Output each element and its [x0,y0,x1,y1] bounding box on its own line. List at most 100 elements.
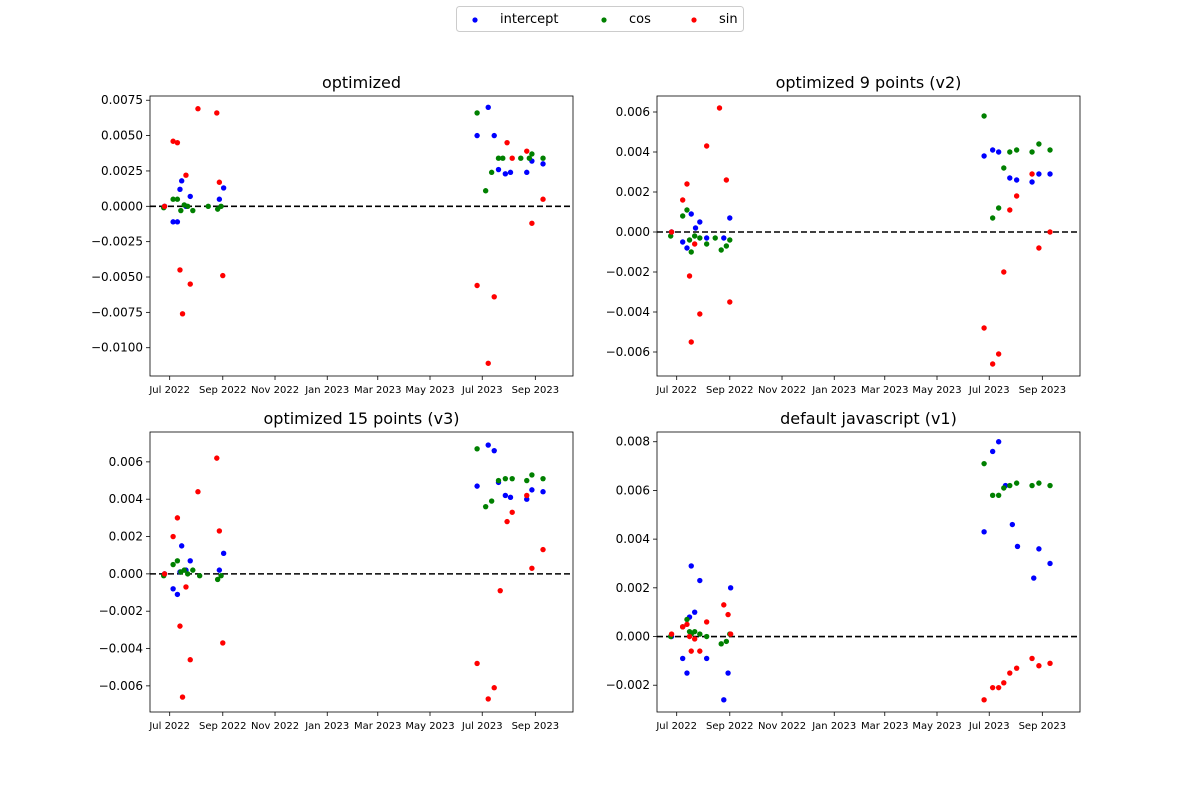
cos-point [686,237,693,243]
intercept-point [1013,177,1020,183]
intercept-point [178,543,185,549]
sin-point [170,138,176,144]
cos-point [995,205,1002,211]
x-tick-label: May 2023 [405,385,454,396]
x-tick-label: Jan 2023 [811,721,856,732]
sin-point [491,685,497,691]
intercept-point [502,171,509,177]
intercept-point [502,492,509,499]
intercept-point [692,225,699,231]
intercept-point [989,147,996,153]
intercept-point [495,166,502,173]
cos-point [1013,147,1020,153]
subplot-title: optimized 15 points (v3) [264,409,460,428]
cos-point [723,243,730,249]
sin-point [1013,665,1020,671]
sin-point [684,621,690,628]
x-tick-label: Jul 2022 [148,721,190,732]
y-tick-label: 0.002 [109,530,143,544]
x-tick-label: Jul 2023 [968,385,1010,396]
sin-point [989,361,996,367]
y-tick-label: −0.004 [99,642,143,656]
intercept-point [177,186,183,193]
sin-point [485,360,491,366]
cos-point [474,110,480,116]
intercept-point [491,132,497,139]
x-tick-label: Jul 2023 [461,721,503,732]
cos-point [495,477,502,484]
subplot-1: optimized −0.0100 −0.0075 −0.0050 −0.0025 0.0… [91,73,574,396]
cos-point [474,446,480,452]
sin-point [679,624,686,630]
sin-point [725,611,731,618]
sin-point [504,518,510,525]
cos-point [214,576,221,583]
cos-point [723,638,730,645]
intercept-point [697,577,703,584]
cos-point [178,207,184,214]
intercept-point [679,239,686,245]
legend: intercept cos sin [456,6,744,32]
cos-point [488,169,495,176]
x-tick-label: Sep 2023 [512,721,559,732]
intercept-point [507,169,514,176]
sin-point [174,139,181,146]
cos-point [184,203,191,209]
intercept-point [187,193,193,200]
y-tick-label: 0.0000 [101,199,143,213]
sin-point [697,648,703,654]
y-tick-label: −0.002 [606,265,650,279]
intercept-point [524,169,530,176]
sin-point [727,299,733,305]
sin-point [183,584,189,590]
sin-point [540,196,546,202]
cos-point [526,155,533,161]
subplot-2: optimized 9 points (v2) −0.006 −0.004 −0.00… [606,73,1081,396]
y-tick-label: 0.006 [616,483,650,497]
cos-point [174,196,181,202]
plot-frame [149,431,574,713]
sin-point [529,565,535,571]
legend-marker-cos [601,17,607,23]
cos-point [995,492,1002,498]
sin-point [1029,655,1035,662]
sin-point [1001,269,1007,275]
sin-point [540,546,546,553]
cos-point [684,616,690,623]
y-tick-label: −0.0050 [91,270,143,284]
y-tick-label: −0.004 [606,305,650,319]
sin-point [179,694,186,700]
sin-point [187,281,193,287]
sin-point [214,455,220,461]
sin-point [721,602,727,608]
cos-point [697,631,703,637]
x-tick-label: Nov 2022 [251,721,299,732]
sin-point [691,636,698,642]
cos-point [540,475,546,482]
x-tick-label: Jan 2023 [811,385,856,396]
cos-point [727,237,733,243]
y-tick-label: 0.004 [616,145,650,159]
y-tick-label: −0.002 [99,604,143,618]
cos-point [718,247,724,253]
cos-point [205,203,211,209]
series-sin [161,455,546,702]
sin-point [686,273,693,279]
legend-frame [456,6,744,32]
x-tick-label: Jul 2023 [461,385,503,396]
plot-frame [149,95,574,377]
legend-marker-sin [691,17,697,23]
sin-point [716,105,723,111]
intercept-point [178,178,185,184]
cos-point [1036,480,1042,486]
sin-point [214,110,220,116]
sin-point [1013,193,1020,199]
intercept-point [981,529,987,535]
intercept-point [220,550,227,557]
sin-point [688,648,694,654]
cos-point [688,249,694,255]
y-tick-label: −0.0100 [91,341,143,355]
sin-point [679,197,686,203]
y-tick-label: 0.000 [109,567,143,581]
